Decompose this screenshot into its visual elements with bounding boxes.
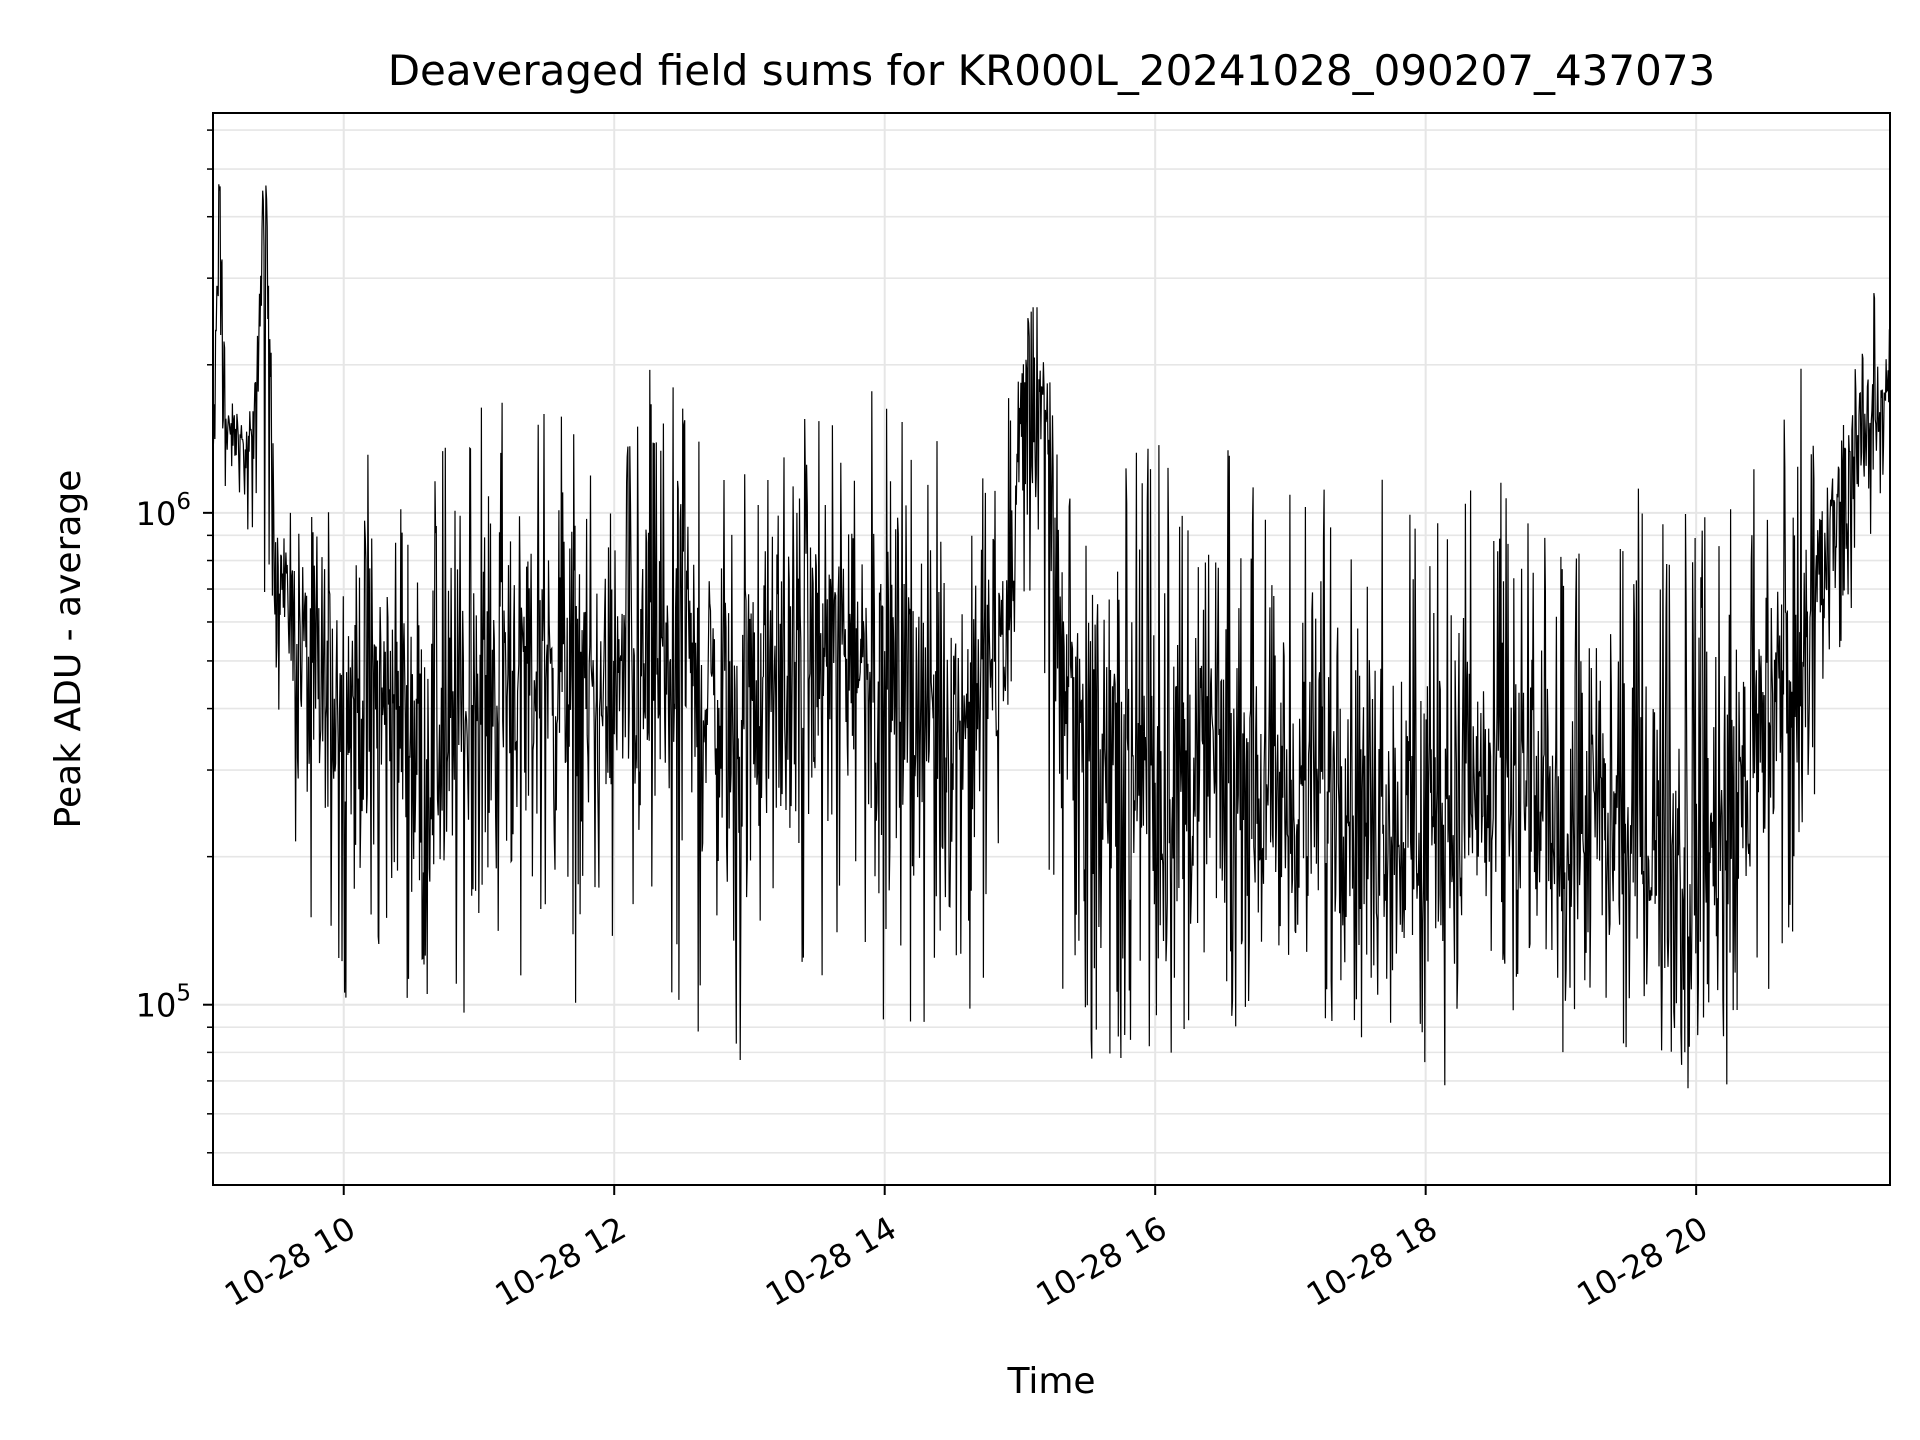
x-axis-label: Time bbox=[1006, 1361, 1095, 1402]
chart-title: Deaveraged field sums for KR000L_2024102… bbox=[388, 46, 1716, 95]
plot-frame bbox=[212, 112, 1891, 1186]
y-tick-label: 106 bbox=[136, 489, 191, 533]
y-tick-label: 105 bbox=[136, 981, 191, 1025]
series-line bbox=[212, 184, 1891, 1089]
tick-marks bbox=[203, 129, 1698, 1195]
y-axis-label: Peak ADU - average bbox=[48, 470, 89, 829]
series-layer bbox=[212, 184, 1891, 1089]
